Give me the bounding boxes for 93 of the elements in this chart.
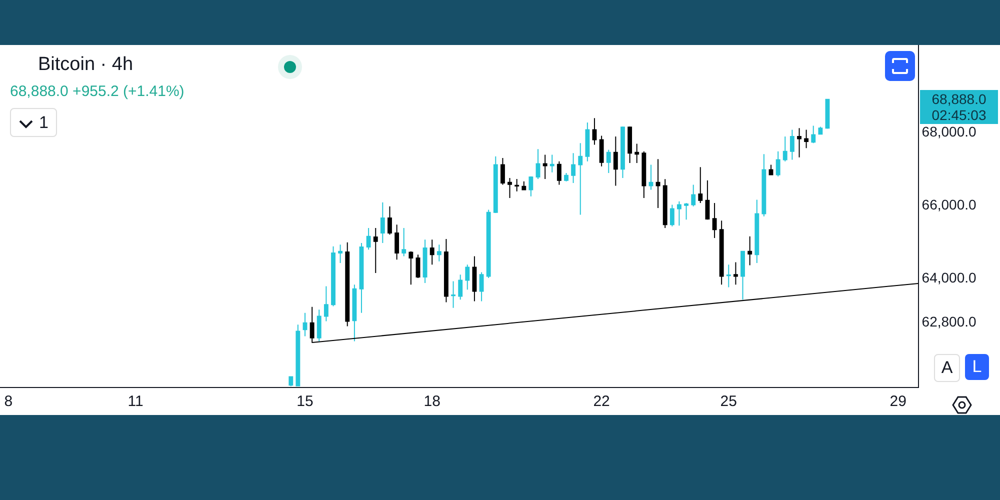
x-tick-label: 8 bbox=[4, 393, 13, 410]
candlestick bbox=[394, 224, 400, 260]
candlestick bbox=[380, 202, 385, 244]
candlestick bbox=[508, 178, 512, 199]
text: L bbox=[965, 354, 989, 380]
candlestick bbox=[472, 256, 477, 302]
candlestick bbox=[620, 126, 625, 179]
candlestick bbox=[316, 309, 322, 342]
candlestick bbox=[642, 150, 646, 199]
candlestick bbox=[754, 199, 760, 264]
y-tick-label: 66,000.0 bbox=[922, 196, 977, 213]
x-tick-label: 15 bbox=[296, 393, 314, 410]
candlestick bbox=[762, 154, 766, 217]
y-tick-label: 64,000.0 bbox=[922, 270, 977, 286]
y-tick-label: 62,800.0 bbox=[922, 313, 977, 330]
candlestick bbox=[628, 126, 632, 164]
text: 02:45:03 bbox=[930, 107, 988, 124]
candlestick bbox=[288, 376, 294, 386]
candlestick bbox=[444, 238, 448, 303]
candlestick bbox=[676, 200, 682, 226]
candlestick bbox=[550, 154, 554, 173]
text: 68,888.0 +955.2 (+1.41%) bbox=[10, 83, 184, 100]
text: Bitcoin · 4h bbox=[38, 54, 134, 76]
candlestick bbox=[408, 250, 414, 286]
candlestick bbox=[748, 236, 752, 266]
candlestick bbox=[733, 262, 738, 286]
candlestick bbox=[797, 128, 802, 158]
candlestick bbox=[416, 254, 420, 278]
candlestick bbox=[302, 312, 308, 337]
candlestick bbox=[818, 126, 823, 135]
candlestick bbox=[571, 152, 576, 184]
candlestick bbox=[345, 242, 350, 327]
candlestick bbox=[740, 250, 745, 300]
candlestick bbox=[296, 324, 300, 387]
candlestick bbox=[684, 202, 688, 220]
candlestick bbox=[648, 164, 654, 190]
text: A bbox=[934, 354, 960, 382]
candlestick bbox=[324, 286, 328, 322]
candlestick bbox=[599, 135, 604, 167]
candlestick bbox=[691, 184, 696, 207]
candlestick bbox=[790, 129, 794, 160]
y-tick-label: 68,000.0 bbox=[922, 124, 977, 140]
candlestick bbox=[436, 244, 442, 262]
candlestick bbox=[556, 160, 562, 186]
candlestick bbox=[479, 272, 484, 302]
candlestick bbox=[662, 178, 668, 228]
x-tick-label: 22 bbox=[593, 393, 610, 410]
candlestick bbox=[422, 239, 428, 284]
candlestick bbox=[782, 136, 788, 162]
candlestick bbox=[564, 172, 568, 182]
candlestick bbox=[613, 136, 618, 186]
candlestick bbox=[536, 148, 540, 180]
candlestick bbox=[585, 122, 590, 162]
candlestick bbox=[592, 118, 597, 146]
candlestick bbox=[522, 180, 526, 190]
candlestick bbox=[698, 166, 703, 204]
candlestick bbox=[656, 158, 660, 209]
annotation: 1 bbox=[39, 113, 48, 133]
x-tick-label: 11 bbox=[128, 393, 144, 410]
candlestick bbox=[430, 239, 434, 266]
candlestick bbox=[811, 125, 816, 144]
candlestick bbox=[366, 228, 371, 250]
candlestick bbox=[373, 228, 378, 274]
candlestick bbox=[500, 158, 505, 186]
candlestick bbox=[804, 129, 809, 149]
candlestick bbox=[451, 280, 456, 308]
candlestick bbox=[458, 274, 463, 300]
candlestick bbox=[726, 264, 731, 288]
candlestick bbox=[402, 228, 406, 257]
candlestick bbox=[542, 154, 548, 180]
candlestick bbox=[712, 202, 717, 238]
candlestick bbox=[705, 180, 710, 220]
candlestick bbox=[465, 264, 470, 290]
candlestick bbox=[768, 164, 774, 176]
x-tick-label: 25 bbox=[720, 393, 737, 410]
candlestick bbox=[359, 242, 364, 314]
x-tick-label: 18 bbox=[424, 393, 440, 410]
x-tick-label: 29 bbox=[890, 393, 906, 410]
candlestick bbox=[528, 176, 534, 197]
candlestick bbox=[331, 246, 336, 307]
candlestick bbox=[493, 156, 498, 214]
candlestick bbox=[719, 220, 724, 286]
candlestick bbox=[670, 204, 674, 227]
text: 68,888.0 bbox=[930, 91, 988, 108]
candlestick bbox=[352, 284, 357, 342]
candlestick bbox=[606, 149, 611, 174]
candlestick bbox=[514, 178, 520, 192]
candlestick bbox=[578, 142, 583, 216]
candlestick bbox=[388, 206, 392, 236]
candlestick bbox=[776, 150, 780, 177]
candlestick bbox=[338, 244, 343, 264]
candlestick bbox=[634, 143, 640, 164]
candlestick bbox=[486, 209, 491, 278]
